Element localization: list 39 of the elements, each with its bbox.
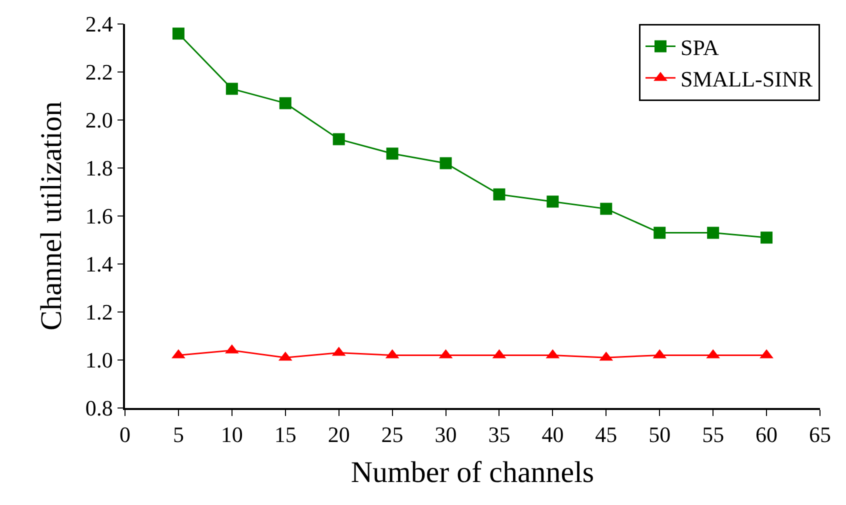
point (546, 196, 559, 208)
point (707, 226, 720, 239)
x-tick-label: 40 (542, 422, 564, 448)
y-tick-label: 1.4 (85, 252, 113, 277)
legend-label: SPA (680, 34, 719, 60)
x-tick-label: 65 (809, 422, 831, 448)
x-tick-label: 30 (434, 422, 457, 448)
point (386, 148, 398, 160)
x-tick-label: 50 (648, 422, 671, 448)
y-tick-label: 2.0 (85, 108, 113, 133)
x-tick-label: 0 (120, 422, 130, 448)
x-tick-label: 25 (381, 422, 404, 448)
y-tick-label: 1.6 (85, 204, 113, 229)
x-tick-label: 20 (328, 422, 350, 448)
y-axis-title: Channel utilization (34, 101, 68, 331)
point (440, 157, 452, 170)
point (654, 226, 666, 239)
x-tick-label: 60 (756, 422, 778, 448)
y-tick-label: 1.2 (85, 300, 113, 325)
x-tick-label: 5 (172, 422, 184, 448)
y-tick-label: 0.8 (85, 396, 113, 421)
point (332, 133, 345, 146)
x-axis-title: Number of channels (350, 456, 594, 490)
y-tick-label: 1.0 (85, 348, 113, 373)
y-tick-label: 2.2 (85, 60, 113, 85)
point (279, 97, 292, 110)
point (600, 202, 612, 215)
point (226, 82, 238, 95)
x-tick-label: 10 (220, 422, 243, 448)
legend-label: SMALL-SINR (680, 66, 813, 92)
point (493, 188, 506, 200)
x-tick-label: 35 (488, 422, 510, 448)
y-tick-label: 1.8 (85, 156, 113, 181)
point (172, 28, 184, 40)
x-tick-label: 45 (595, 422, 618, 448)
point (760, 232, 773, 244)
x-tick-label: 55 (702, 422, 724, 448)
x-tick-label: 15 (274, 422, 296, 448)
y-tick-label: 2.4 (85, 12, 113, 37)
